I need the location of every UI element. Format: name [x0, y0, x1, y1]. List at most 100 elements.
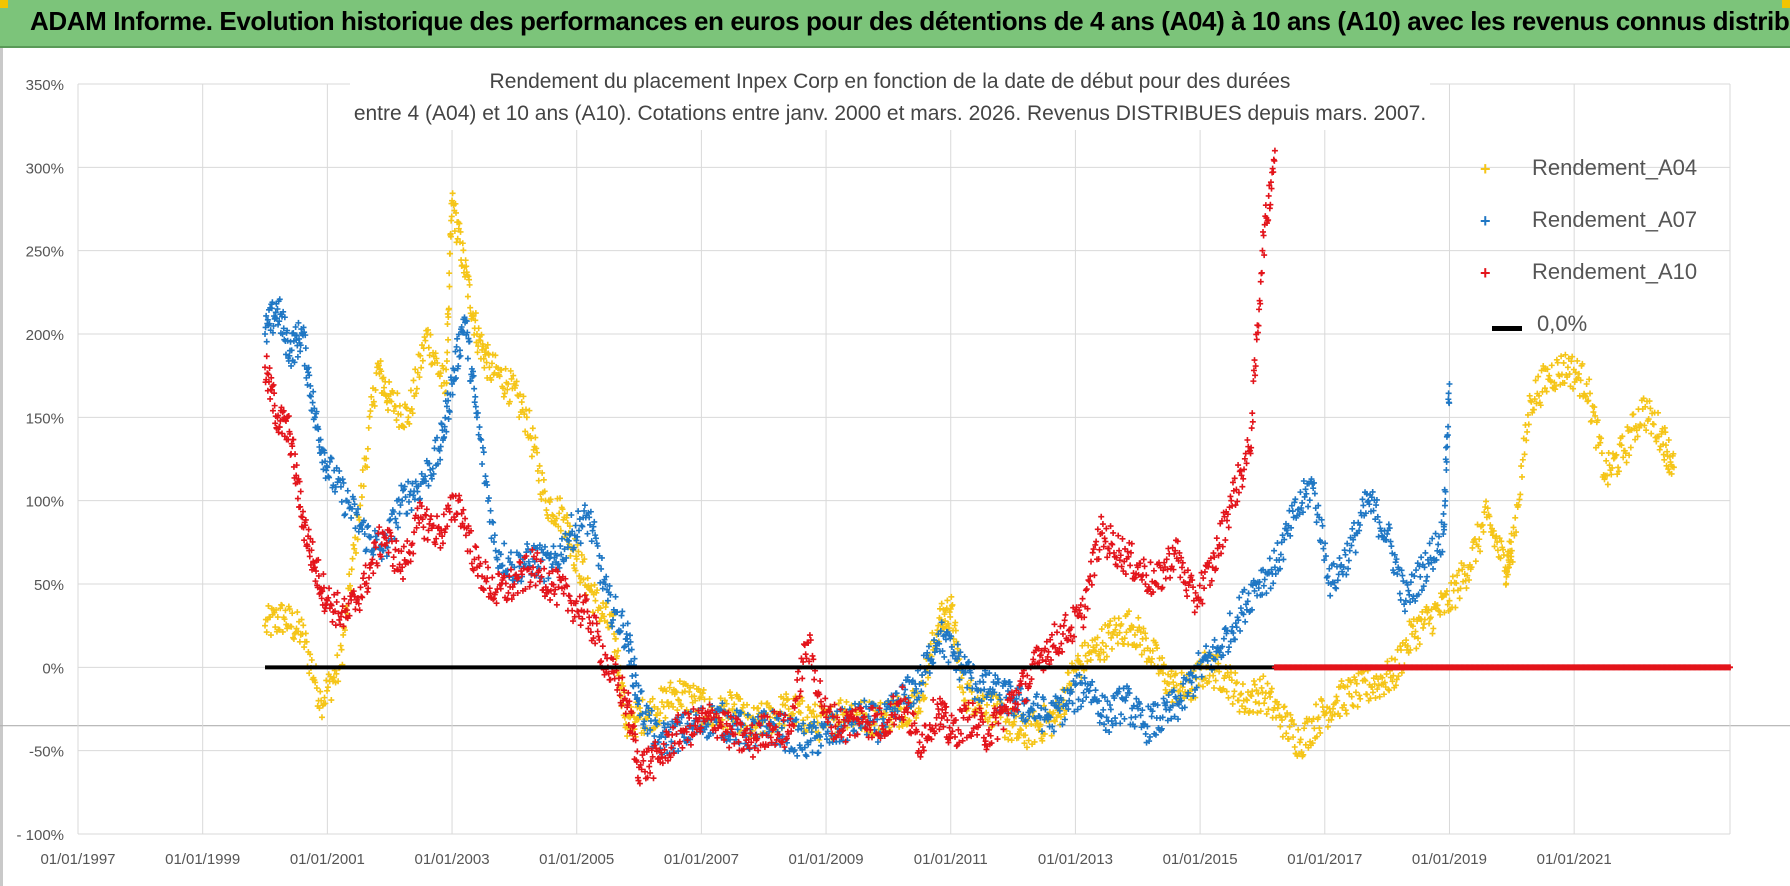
- data-point: [460, 247, 467, 254]
- data-point: [482, 473, 489, 480]
- data-point: [599, 643, 606, 650]
- data-point: [1333, 585, 1340, 592]
- data-point: [653, 712, 660, 719]
- data-point: [1562, 351, 1569, 358]
- data-point: [1254, 709, 1261, 716]
- data-point: [1647, 405, 1654, 412]
- data-point: [294, 609, 301, 616]
- data-point: [883, 712, 890, 719]
- data-point: [729, 706, 736, 712]
- data-point: [1344, 683, 1351, 690]
- data-point: [1285, 736, 1292, 743]
- data-point: [755, 705, 762, 712]
- data-point: [691, 693, 698, 700]
- data-point: [390, 408, 397, 415]
- data-point: [1420, 624, 1427, 631]
- data-point: [944, 597, 951, 604]
- data-point: [767, 704, 774, 711]
- data-point: [1279, 717, 1285, 724]
- data-point: [550, 543, 557, 550]
- data-point: [1572, 369, 1579, 376]
- data-point: [545, 575, 552, 582]
- data-point: [1302, 486, 1309, 493]
- data-point: [456, 353, 463, 360]
- data-point: [1160, 695, 1167, 702]
- data-point: [797, 709, 804, 716]
- data-point: [749, 753, 756, 760]
- data-point: [1296, 739, 1303, 746]
- data-point: [1475, 543, 1482, 550]
- data-point: [1411, 633, 1418, 640]
- data-point: [1598, 450, 1605, 457]
- data-point: [1343, 710, 1350, 717]
- header-banner: ADAM Informe. Evolution historique des p…: [0, 0, 1790, 48]
- data-point: [1284, 710, 1291, 717]
- data-point: [714, 734, 721, 741]
- data-point: [471, 399, 478, 406]
- data-point: [949, 601, 956, 608]
- data-point: [1449, 573, 1456, 580]
- data-point: [263, 338, 270, 345]
- data-point: [360, 570, 367, 577]
- data-point: [1426, 620, 1433, 627]
- data-point: [551, 591, 558, 598]
- data-point: [1364, 691, 1371, 698]
- data-point: [427, 331, 434, 338]
- x-tick-label: 01/01/2009: [789, 851, 864, 868]
- data-point: [1388, 655, 1395, 662]
- data-point: [1242, 618, 1249, 625]
- data-point: [367, 408, 374, 415]
- data-point: [1341, 547, 1348, 554]
- data-point: [420, 524, 427, 531]
- data-point: [1281, 703, 1288, 710]
- data-point: [1237, 627, 1244, 634]
- data-point: [1172, 670, 1179, 677]
- data-point: [491, 532, 498, 539]
- data-point: [1352, 689, 1359, 696]
- data-point: [472, 543, 479, 550]
- data-point: [1267, 201, 1274, 208]
- data-point: [534, 449, 541, 456]
- data-point: [1309, 740, 1316, 747]
- data-point: [1392, 656, 1399, 663]
- data-point: [1092, 687, 1099, 694]
- data-point: [344, 487, 351, 494]
- data-point: [1222, 537, 1229, 544]
- data-point: [480, 449, 487, 456]
- data-point: [687, 684, 694, 691]
- data-point: [1078, 703, 1085, 710]
- data-point: [407, 387, 414, 394]
- data-point: [905, 718, 912, 725]
- y-tick-label: 0%: [42, 660, 64, 677]
- data-point: [1336, 555, 1343, 562]
- data-point: [419, 342, 426, 349]
- data-point: [472, 310, 479, 317]
- data-point: [1409, 623, 1416, 630]
- data-point: [1316, 725, 1323, 732]
- data-point: [510, 372, 517, 379]
- data-point: [581, 502, 588, 509]
- data-point: [1011, 718, 1018, 725]
- data-point: [1345, 557, 1352, 564]
- data-point: [1220, 635, 1227, 642]
- data-point: [449, 190, 456, 197]
- data-point: [1374, 686, 1381, 693]
- data-point: [812, 701, 819, 708]
- data-point: [1183, 587, 1190, 594]
- data-point: [1561, 380, 1568, 387]
- data-point: [1261, 700, 1268, 707]
- data-point: [550, 513, 557, 520]
- data-point: [1640, 395, 1647, 402]
- data-point: [1248, 693, 1255, 700]
- data-point: [1233, 680, 1240, 687]
- data-point: [741, 710, 748, 717]
- data-point: [1006, 719, 1013, 726]
- y-tick-label: 300%: [26, 160, 64, 177]
- x-tick-label: 01/01/2021: [1537, 851, 1612, 868]
- x-tick-label: 01/01/2005: [539, 851, 614, 868]
- data-point: [365, 522, 372, 529]
- data-point: [919, 672, 926, 679]
- data-point: [273, 606, 280, 613]
- data-point: [422, 337, 429, 344]
- data-point: [508, 375, 515, 382]
